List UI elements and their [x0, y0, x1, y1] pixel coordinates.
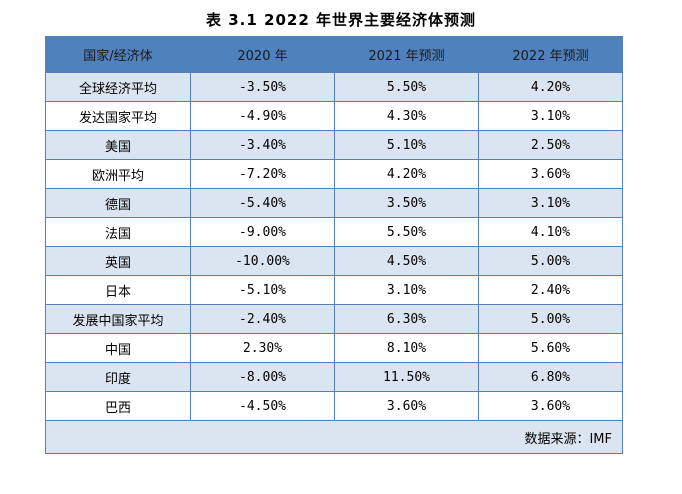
value-2021-cell: 5.50%: [334, 72, 479, 102]
header-2022-forecast: 2022 年预测: [478, 36, 623, 73]
value-2022-cell: 5.60%: [478, 333, 623, 363]
economy-cell: 中国: [45, 333, 191, 363]
value-2022-cell: 5.00%: [478, 304, 623, 334]
table-row: 印度 -8.00% 11.50% 6.80%: [45, 362, 623, 392]
table-row: 德国 -5.40% 3.50% 3.10%: [45, 188, 623, 218]
source-row: 数据来源：IMF: [45, 420, 623, 454]
economy-cell: 发展中国家平均: [45, 304, 191, 334]
table-row: 巴西 -4.50% 3.60% 3.60%: [45, 391, 623, 421]
value-2021-cell: 5.10%: [334, 130, 479, 160]
value-2021-cell: 3.10%: [334, 275, 479, 305]
value-2022-cell: 3.10%: [478, 188, 623, 218]
value-2022-cell: 6.80%: [478, 362, 623, 392]
value-2020-cell: -4.90%: [190, 101, 335, 131]
value-2021-cell: 3.50%: [334, 188, 479, 218]
value-2020-cell: -8.00%: [190, 362, 335, 392]
table-row: 发展中国家平均 -2.40% 6.30% 5.00%: [45, 304, 623, 334]
value-2020-cell: -3.50%: [190, 72, 335, 102]
economy-cell: 巴西: [45, 391, 191, 421]
value-2020-cell: -4.50%: [190, 391, 335, 421]
economy-cell: 发达国家平均: [45, 101, 191, 131]
header-2021-forecast: 2021 年预测: [334, 36, 479, 73]
table-row: 中国 2.30% 8.10% 5.60%: [45, 333, 623, 363]
value-2021-cell: 4.50%: [334, 246, 479, 276]
value-2021-cell: 5.50%: [334, 217, 479, 247]
table-footer: 数据来源：IMF: [45, 420, 623, 454]
value-2022-cell: 2.50%: [478, 130, 623, 160]
economy-cell: 日本: [45, 275, 191, 305]
value-2020-cell: -5.40%: [190, 188, 335, 218]
table-row: 全球经济平均 -3.50% 5.50% 4.20%: [45, 72, 623, 102]
value-2022-cell: 3.60%: [478, 391, 623, 421]
header-row: 国家/经济体 2020 年 2021 年预测 2022 年预测: [45, 36, 623, 73]
table-row: 日本 -5.10% 3.10% 2.40%: [45, 275, 623, 305]
data-source-note: 数据来源：IMF: [45, 420, 623, 454]
header-economy: 国家/经济体: [45, 36, 191, 73]
table-row: 英国 -10.00% 4.50% 5.00%: [45, 246, 623, 276]
value-2020-cell: 2.30%: [190, 333, 335, 363]
value-2022-cell: 2.40%: [478, 275, 623, 305]
value-2022-cell: 3.10%: [478, 101, 623, 131]
value-2021-cell: 4.20%: [334, 159, 479, 189]
value-2021-cell: 8.10%: [334, 333, 479, 363]
value-2020-cell: -9.00%: [190, 217, 335, 247]
economy-cell: 印度: [45, 362, 191, 392]
value-2021-cell: 3.60%: [334, 391, 479, 421]
table-header: 国家/经济体 2020 年 2021 年预测 2022 年预测: [45, 36, 623, 73]
value-2022-cell: 4.10%: [478, 217, 623, 247]
table-row: 发达国家平均 -4.90% 4.30% 3.10%: [45, 101, 623, 131]
value-2021-cell: 11.50%: [334, 362, 479, 392]
value-2021-cell: 4.30%: [334, 101, 479, 131]
economy-cell: 欧洲平均: [45, 159, 191, 189]
value-2020-cell: -10.00%: [190, 246, 335, 276]
value-2022-cell: 5.00%: [478, 246, 623, 276]
table-body: 全球经济平均 -3.50% 5.50% 4.20% 发达国家平均 -4.90% …: [45, 72, 623, 421]
table-row: 欧洲平均 -7.20% 4.20% 3.60%: [45, 159, 623, 189]
value-2020-cell: -5.10%: [190, 275, 335, 305]
value-2022-cell: 4.20%: [478, 72, 623, 102]
table-row: 法国 -9.00% 5.50% 4.10%: [45, 217, 623, 247]
value-2020-cell: -7.20%: [190, 159, 335, 189]
header-2020: 2020 年: [190, 36, 335, 73]
economy-cell: 英国: [45, 246, 191, 276]
value-2022-cell: 3.60%: [478, 159, 623, 189]
economy-cell: 法国: [45, 217, 191, 247]
value-2020-cell: -3.40%: [190, 130, 335, 160]
economy-cell: 全球经济平均: [45, 72, 191, 102]
economy-cell: 美国: [45, 130, 191, 160]
value-2020-cell: -2.40%: [190, 304, 335, 334]
economy-cell: 德国: [45, 188, 191, 218]
table-caption: 表 3.1 2022 年世界主要经济体预测: [206, 11, 476, 29]
value-2021-cell: 6.30%: [334, 304, 479, 334]
forecast-table: 国家/经济体 2020 年 2021 年预测 2022 年预测 全球经济平均 -…: [45, 36, 623, 454]
table-row: 美国 -3.40% 5.10% 2.50%: [45, 130, 623, 160]
